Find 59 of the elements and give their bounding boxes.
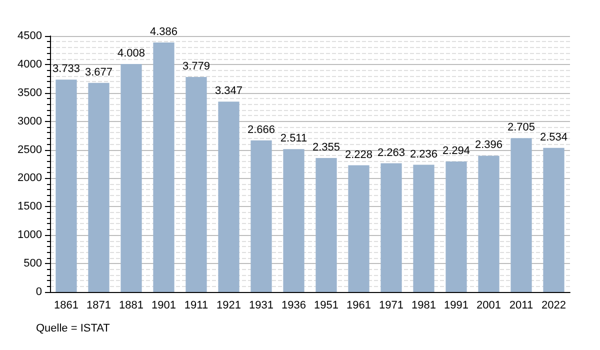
data-label: 2.705 bbox=[507, 122, 536, 134]
x-tick-label: 1971 bbox=[379, 300, 404, 312]
data-label: 2.355 bbox=[312, 142, 340, 154]
x-tick-label: 1936 bbox=[282, 300, 306, 312]
y-tick-label: 3000 bbox=[18, 115, 42, 128]
x-tick-label: 2022 bbox=[542, 300, 566, 312]
y-tick-label: 4000 bbox=[18, 58, 42, 70]
bar bbox=[543, 148, 564, 292]
data-label: 3.677 bbox=[84, 66, 113, 78]
bar bbox=[510, 138, 532, 292]
bar bbox=[56, 80, 77, 292]
x-tick-label: 1981 bbox=[412, 300, 436, 312]
x-tick-label: 1921 bbox=[216, 300, 241, 312]
bar bbox=[120, 64, 142, 292]
data-label: 2.666 bbox=[247, 124, 276, 136]
data-label: 2.236 bbox=[410, 148, 438, 160]
x-tick-label: 1911 bbox=[184, 300, 208, 312]
data-label: 4.386 bbox=[150, 26, 178, 38]
bar bbox=[348, 165, 370, 292]
data-label: 2.228 bbox=[344, 148, 373, 161]
x-tick-label: 1861 bbox=[54, 300, 78, 312]
bar bbox=[478, 156, 500, 292]
x-tick-label: 1991 bbox=[444, 300, 468, 312]
x-tick-label: 1881 bbox=[119, 300, 144, 312]
data-label: 2.294 bbox=[442, 144, 470, 157]
data-label: 2.396 bbox=[474, 139, 503, 152]
data-label: 2.263 bbox=[377, 146, 406, 159]
bar bbox=[153, 42, 174, 292]
data-label: 4.008 bbox=[117, 47, 146, 60]
bar bbox=[88, 82, 110, 292]
x-tick-label: 2011 bbox=[509, 300, 534, 312]
bar bbox=[446, 161, 467, 292]
x-tick-label: 1961 bbox=[346, 300, 371, 312]
x-tick-label: 2001 bbox=[476, 300, 501, 312]
data-label: 3.733 bbox=[52, 63, 80, 76]
y-tick-label: 3500 bbox=[18, 86, 42, 99]
y-tick-label: 2500 bbox=[18, 144, 42, 156]
y-tick-label: 2000 bbox=[18, 172, 42, 184]
bar bbox=[250, 140, 272, 292]
y-tick-label: 4500 bbox=[18, 30, 42, 42]
y-tick-label: 1500 bbox=[18, 200, 42, 213]
source-note: Quelle = ISTAT bbox=[36, 322, 110, 334]
bar bbox=[316, 158, 337, 292]
y-tick-label: 500 bbox=[24, 258, 42, 270]
bar bbox=[283, 149, 304, 292]
data-label: 2.511 bbox=[280, 132, 308, 145]
bar bbox=[218, 102, 240, 292]
data-label: 3.779 bbox=[182, 60, 210, 73]
bar bbox=[380, 163, 402, 292]
bar bbox=[186, 77, 207, 292]
x-tick-label: 1901 bbox=[152, 300, 176, 312]
data-label: 3.347 bbox=[214, 85, 243, 98]
x-tick-label: 1931 bbox=[249, 300, 274, 312]
y-tick-label: 1000 bbox=[18, 229, 42, 242]
data-label: 2.534 bbox=[540, 131, 568, 144]
x-tick-label: 1951 bbox=[314, 300, 338, 312]
bar bbox=[413, 164, 434, 292]
x-tick-label: 1871 bbox=[86, 300, 111, 312]
y-tick-label: 0 bbox=[36, 286, 42, 298]
